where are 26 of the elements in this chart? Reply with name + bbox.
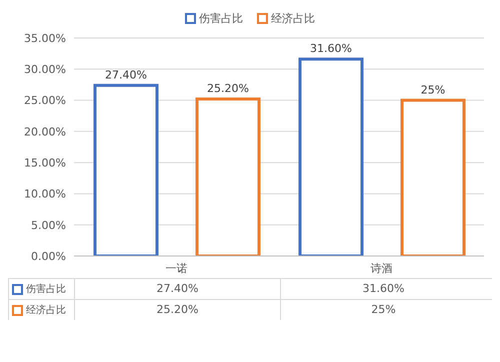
data-label: 25.20%	[74, 300, 280, 320]
text: 27.40%	[105, 68, 147, 82]
x-tick-label: 一诺	[166, 262, 188, 275]
data-label: 25%	[280, 300, 486, 320]
text: 25%	[420, 83, 446, 96]
y-tick-label: 5.00%	[31, 218, 66, 232]
y-tick-label: 25.00%	[24, 94, 66, 108]
data-label: 31.60%	[280, 279, 486, 299]
y-tick-label: 0.00%	[31, 250, 66, 263]
text: 25.20%	[207, 82, 249, 96]
legend-label: 经济占比	[271, 10, 315, 26]
y-tick-label: 20.00%	[24, 125, 66, 138]
text: 伤害占比	[26, 284, 66, 295]
y-tick-label: 15.00%	[24, 156, 66, 170]
text: 经济占比	[26, 305, 66, 316]
bar	[400, 98, 466, 256]
y-tick-label: 30.00%	[24, 63, 66, 76]
legend-label: 伤害占比	[199, 10, 243, 26]
x-tick-label: 诗酒	[370, 262, 392, 275]
bar	[94, 84, 158, 256]
bar	[298, 58, 364, 256]
y-tick-label: 10.00%	[24, 188, 66, 201]
y-tick-label: 35.00%	[24, 32, 66, 45]
text: 31.60%	[310, 42, 352, 56]
data-label: 27.40%	[74, 279, 280, 299]
bar	[196, 98, 260, 256]
